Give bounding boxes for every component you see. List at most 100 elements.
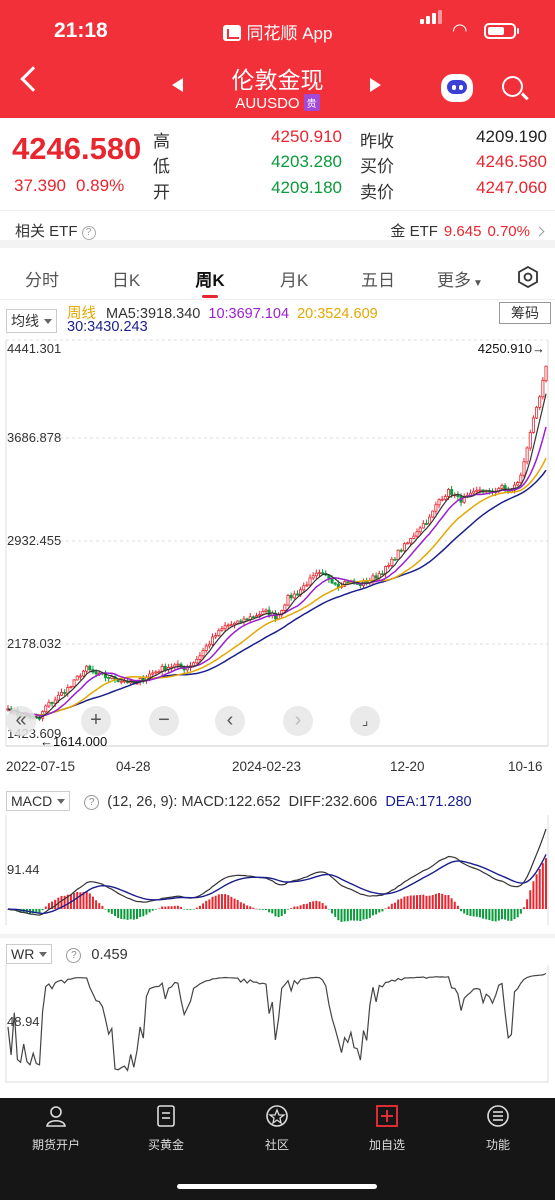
ma-dropdown[interactable]: 均线 [6,309,57,333]
macd-bar [438,893,441,909]
macd-bar [416,895,419,909]
nav-futures-account[interactable]: 期货开户 [16,1104,96,1153]
candle-body [418,527,422,533]
macd-bar [227,895,230,909]
macd-chart[interactable]: 91.44 [0,815,555,925]
tab-monthly[interactable]: 月K [279,271,309,290]
tab-more[interactable]: 更多 ▼ [437,271,483,290]
macd-bar [305,903,308,909]
chevron-down-icon [57,799,66,804]
chevron-right-icon [534,226,545,237]
nav-functions[interactable]: 功能 [458,1104,538,1153]
nav-buy-gold[interactable]: 买黄金 [126,1104,206,1153]
zoom-in-button[interactable]: + [81,706,111,736]
tab-weekly[interactable]: 周K [195,271,225,290]
high-label: 高 [153,132,170,151]
candle-body [233,622,237,626]
bottom-nav: 期货开户 买黄金 社区 加自选 功能 [0,1098,555,1200]
macd-bar [211,896,214,909]
candle-body [207,643,211,647]
candle-body [544,365,548,382]
candle-body [211,636,215,645]
macd-bar [63,895,66,909]
open-value: 4209.180 [271,178,342,197]
macd-bar [425,895,428,909]
macd-bar [274,909,277,917]
tab-five-day[interactable]: 五日 [361,271,395,290]
next-instrument-icon[interactable] [370,78,381,92]
candle-body [399,549,403,552]
candle-body [528,431,532,449]
candle-body [110,676,114,679]
macd-bar [375,909,378,915]
chevron-down-icon [39,952,48,957]
help-icon[interactable]: ? [66,948,82,963]
high-marker: 4250.910→ [478,341,545,356]
macd-bar [431,895,434,909]
macd-header: MACD ? (12, 26, 9): MACD:122.652 DIFF:23… [6,791,555,811]
macd-bar [117,909,120,918]
wr-dropdown[interactable]: WR [6,944,53,964]
tab-timeshare[interactable]: 分时 [25,271,59,290]
fullscreen-button[interactable]: ⌟ [350,706,380,736]
prev-close-label: 昨收 [360,132,394,151]
kline-chart[interactable]: 4441.301 3686.878 2932.455 2178.032 1423… [0,338,555,783]
macd-bar [371,909,374,916]
wr-header: WR ? 0.459 [6,944,128,964]
settings-icon[interactable] [517,266,539,288]
candle-body [317,572,321,575]
candle-body [421,523,425,529]
candle-body [393,558,397,561]
macd-bar [173,905,176,909]
add-favorite-icon [376,1105,398,1127]
macd-bar [296,906,299,909]
ma30-value: 30:3430.243 [67,319,148,335]
y-tick: 3686.878 [7,430,61,445]
nav-add-favorite[interactable]: 加自选 [347,1104,427,1153]
macd-bar [82,892,85,909]
candle-body [201,650,205,657]
wr-chart[interactable]: 48.94 [0,965,555,1085]
tab-daily[interactable]: 日K [111,271,141,290]
candle-body [295,593,299,596]
macd-bar [500,909,503,920]
scroll-left-button[interactable]: ‹ [215,706,245,736]
macd-bar [541,863,544,909]
macd-bar [51,901,54,909]
candle-body [321,572,325,575]
macd-bar [126,909,129,920]
macd-bar [54,899,57,909]
prev-close-value: 4209.190 [476,127,547,146]
macd-bar [91,896,94,909]
macd-bar [447,895,450,909]
candle-body [503,485,507,490]
macd-bar [107,909,110,913]
period-tabs: 分时 日K 周K 月K 五日 更多 ▼ [0,256,555,300]
user-icon [46,1106,66,1127]
macd-bar [299,905,302,909]
nav-community[interactable]: 社区 [237,1104,317,1153]
search-icon[interactable] [502,76,523,97]
macd-bar [513,909,516,920]
assistant-robot-icon[interactable] [441,74,473,102]
macd-bar [35,909,38,914]
prev-instrument-icon[interactable] [172,78,183,92]
chip-button[interactable]: 筹码 [499,302,551,324]
ma5-line [7,393,547,719]
scroll-right-button[interactable]: › [283,706,313,736]
related-etf[interactable]: 相关 ETF? [15,220,96,241]
macd-bar [356,909,359,921]
macd-bar [236,899,239,909]
macd-bar [255,908,258,910]
macd-bar [198,905,201,909]
macd-dropdown[interactable]: MACD [6,791,71,811]
gold-etf[interactable]: 金 ETF 9.645 0.70% [390,220,545,241]
help-icon[interactable]: ? [81,226,96,240]
macd-bar [422,894,425,909]
help-icon[interactable]: ? [84,795,100,810]
macd-bar [444,895,447,909]
zoom-out-button[interactable]: − [149,706,179,736]
macd-bar [535,874,538,909]
scroll-start-button[interactable]: « [6,706,36,736]
macd-bar [545,858,547,909]
